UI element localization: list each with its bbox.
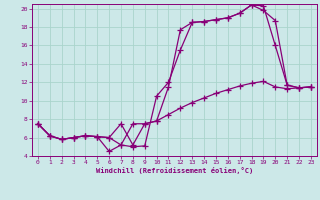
X-axis label: Windchill (Refroidissement éolien,°C): Windchill (Refroidissement éolien,°C)	[96, 167, 253, 174]
